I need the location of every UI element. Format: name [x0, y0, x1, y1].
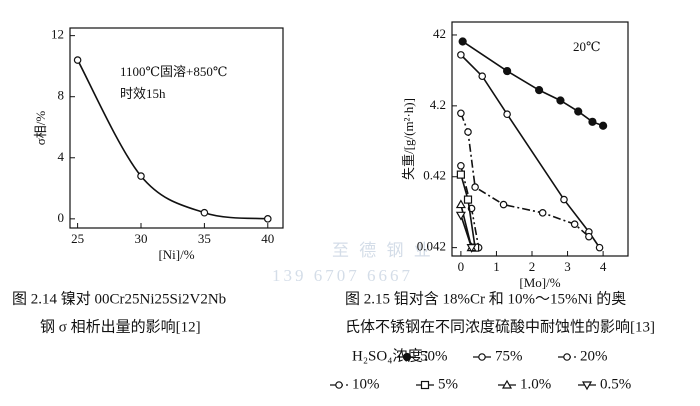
marker: [599, 121, 608, 130]
x-tick-label: 25: [71, 231, 84, 246]
legend-title: H₂SO₄浓度：: [352, 347, 437, 364]
y-tick-label: 0.042: [417, 239, 446, 254]
legend-marker: [563, 353, 571, 361]
marker: [538, 209, 547, 217]
annotation: 20℃: [573, 39, 601, 54]
marker: [499, 200, 508, 209]
watermark: 至 德 钢 业: [332, 241, 434, 260]
marker: [263, 215, 272, 223]
x-axis-label: [Mo]/%: [519, 275, 560, 290]
caption: 钢 σ 相析出量的影响[12]: [40, 318, 201, 335]
series-line: [460, 54, 601, 249]
y-tick-label: 0.42: [423, 168, 446, 183]
plot-frame: [69, 27, 284, 229]
x-tick-label: 0: [458, 259, 465, 274]
marker: [457, 51, 465, 59]
marker: [556, 96, 565, 105]
x-tick-label: 40: [261, 231, 274, 246]
legend-label: 5%: [438, 376, 458, 392]
legend-label: 0.5%: [600, 376, 631, 392]
marker: [458, 37, 467, 46]
marker: [560, 195, 568, 204]
marker: [595, 243, 604, 252]
legend-marker: [501, 379, 513, 389]
x-tick-label: 2: [529, 259, 536, 274]
legend-label: 20%: [580, 348, 608, 364]
marker: [574, 107, 583, 116]
marker: [471, 183, 479, 191]
marker: [457, 109, 465, 118]
annotation: 时效15h: [120, 86, 166, 101]
marker: [503, 66, 512, 76]
marker: [137, 172, 145, 180]
marker: [456, 170, 465, 179]
legend-label: 10%: [352, 376, 380, 392]
x-axis-label: [Ni]/%: [158, 247, 194, 262]
marker: [478, 72, 487, 81]
legend-marker: [420, 380, 430, 390]
marker: [570, 220, 579, 228]
legend-marker: [335, 381, 343, 389]
legend-marker: [402, 352, 412, 362]
y-tick-label: 42: [433, 26, 446, 41]
y-tick-label: 12: [51, 27, 64, 42]
marker: [585, 232, 593, 241]
watermark: 139 6707 6667: [272, 266, 413, 285]
x-tick-label: 3: [564, 259, 571, 274]
legend-marker: [478, 353, 486, 361]
marker: [455, 199, 466, 209]
marker: [73, 56, 82, 64]
marker: [455, 211, 466, 221]
x-tick-label: 1: [493, 259, 500, 274]
legend-marker: [581, 381, 593, 391]
y-tick-label: 4.2: [430, 97, 446, 112]
marker: [200, 208, 209, 217]
x-tick-label: 30: [135, 231, 148, 246]
y-tick-label: 4: [58, 149, 65, 164]
series-line: [76, 59, 268, 220]
marker: [463, 195, 473, 204]
x-tick-label: 4: [600, 259, 607, 274]
marker: [464, 128, 472, 136]
series-line: [460, 112, 590, 238]
caption: 图 2.14 镍对 00Cr25Ni25Si2V2Nb: [12, 289, 226, 307]
plot-frame: [451, 21, 629, 257]
annotation: 1100℃固溶+850℃: [120, 64, 227, 79]
marker: [588, 117, 597, 126]
marker: [466, 244, 477, 253]
marker: [457, 161, 465, 170]
series-line: [462, 40, 604, 127]
caption: 图 2.15 钼对含 18%Cr 和 10%～15%Ni 的奥: [345, 290, 626, 307]
y-axis-label: 失重/[g/(m²·h)]: [401, 98, 416, 180]
legend-label: 50%: [420, 348, 448, 364]
legend-label: 1.0%: [520, 376, 551, 392]
series-line: [460, 215, 473, 248]
marker: [503, 110, 511, 119]
y-tick-label: 0: [58, 210, 65, 225]
marker: [535, 86, 544, 95]
legend-label: 75%: [495, 348, 523, 364]
y-axis-label: σ相/%: [33, 111, 48, 146]
caption: 氏体不锈钢在不同浓度硫酸中耐蚀性的影响[13]: [345, 318, 655, 335]
y-tick-label: 8: [58, 88, 65, 103]
x-tick-label: 35: [198, 231, 211, 246]
